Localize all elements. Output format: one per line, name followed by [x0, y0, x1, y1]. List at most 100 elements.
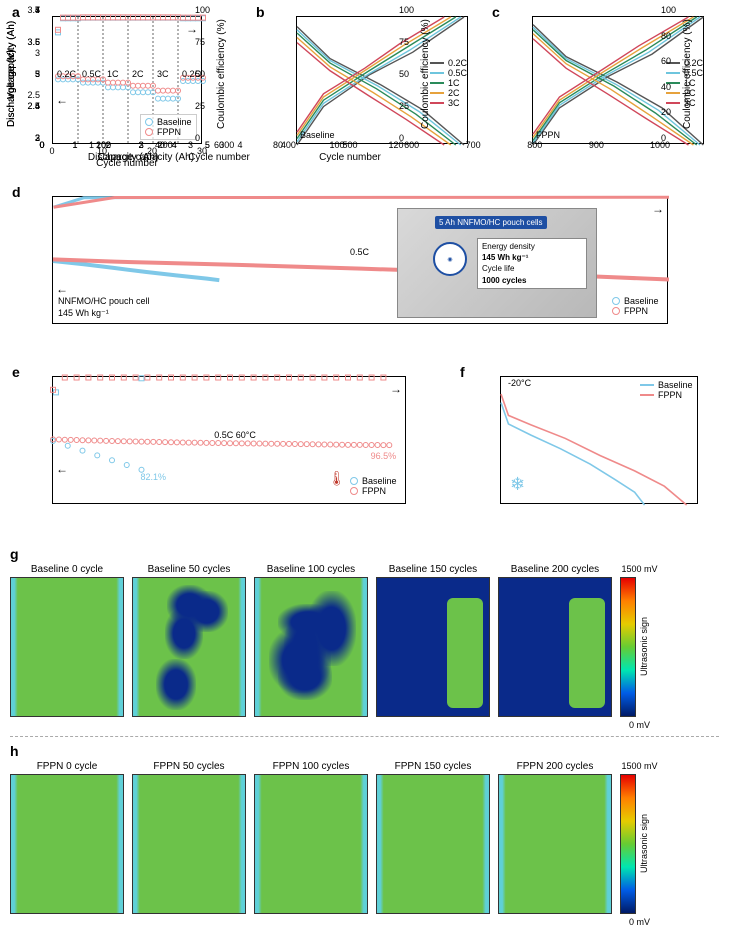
arrow-right-icon: →: [652, 202, 664, 216]
legend-label: 0.5C: [448, 68, 467, 78]
rate-label: 1C: [107, 69, 119, 79]
ultrasonic-title: Baseline 200 cycles: [498, 564, 612, 575]
marker: [116, 85, 121, 90]
marker: [257, 441, 262, 446]
marker: [239, 441, 244, 446]
marker: [363, 442, 368, 447]
marker: [156, 88, 161, 93]
marker: [146, 83, 151, 88]
marker: [111, 85, 116, 90]
legend-e: BaselineFPPN: [346, 474, 401, 498]
ytick: 100: [399, 5, 421, 15]
ultrasonic-cell: Baseline 0 cycle: [10, 564, 124, 717]
rate-label: 3C: [157, 69, 169, 79]
series-line: [54, 197, 669, 207]
marker: [133, 439, 138, 444]
panel-g-label: g: [10, 546, 19, 562]
marker: [375, 443, 380, 448]
ultrasonic-image: [498, 774, 612, 914]
marker: [98, 375, 103, 380]
xtick: 100: [329, 140, 345, 150]
ultrasonic-cell: FPPN 0 cycle: [10, 761, 124, 914]
marker: [116, 80, 121, 85]
marker: [136, 90, 141, 95]
series-line: [501, 394, 687, 505]
ytick: 4: [18, 101, 40, 111]
marker: [174, 440, 179, 445]
marker: [328, 442, 333, 447]
marker: [115, 439, 120, 444]
marker: [239, 375, 244, 380]
legend-label: 3C: [448, 98, 460, 108]
legend: 0.2C0.5C1C2C3C: [426, 56, 471, 110]
marker: [340, 442, 345, 447]
marker: [310, 375, 315, 380]
ultrasonic-cell: FPPN 150 cycles: [376, 761, 490, 914]
life-label: Cycle life: [482, 263, 582, 274]
ultrasonic-image: [132, 774, 246, 914]
marker: [192, 375, 197, 380]
marker: [110, 439, 115, 444]
y-axis-label: Voltage (V): [6, 10, 17, 138]
ultrasonic-row-h: FPPN 0 cycle FPPN 50 cycles FPPN 100 cycle…: [10, 761, 712, 927]
marker: [121, 375, 126, 380]
panel-b: b Baseline0.2C0.5C1C2C3C: [254, 6, 482, 176]
marker: [192, 440, 197, 445]
marker: [228, 441, 233, 446]
marker: [62, 375, 67, 380]
ytick: 80: [661, 31, 683, 41]
ultrasonic-title: FPPN 50 cycles: [132, 761, 246, 772]
figure-root: a 0.2C0.5C1C2C3C0.2C←→0102030Cycle numbe…: [0, 0, 729, 947]
ytick: 50: [399, 69, 421, 79]
marker: [110, 375, 115, 380]
ultrasonic-title: FPPN 100 cycles: [254, 761, 368, 772]
xtick: 80: [270, 140, 286, 150]
panel-h: h FPPN 0 cycleFPPN 50 cyclesFPPN 100 cyc…: [10, 743, 712, 927]
colorbar-min: 0 mV: [629, 720, 650, 730]
marker: [145, 375, 150, 380]
legend-d: BaselineFPPN: [608, 294, 663, 318]
ytick: 3: [18, 48, 40, 58]
marker: [166, 88, 171, 93]
ed-value: 145 Wh kg⁻¹: [482, 253, 528, 262]
ytick: 25: [399, 101, 421, 111]
marker: [171, 88, 176, 93]
legend-label: FPPN: [157, 127, 181, 137]
marker: [56, 437, 61, 442]
ytick: 5: [18, 69, 40, 79]
legend-label: 0.2C: [448, 58, 467, 68]
pouch-title: 5 Ah NNFMO/HC pouch cells: [435, 216, 547, 229]
pouch-info: Energy density145 Wh kg⁻¹Cycle life1000 …: [477, 238, 587, 289]
xtick: 40: [152, 140, 168, 150]
marker: [157, 440, 162, 445]
marker: [292, 441, 297, 446]
marker: [166, 96, 171, 101]
marker: [298, 375, 303, 380]
colorbar-wrap: 1500 mVUltrasonic sign0 mV: [620, 564, 659, 730]
marker: [263, 375, 268, 380]
marker: [145, 439, 150, 444]
divider: [10, 736, 719, 737]
marker: [204, 375, 209, 380]
marker: [346, 442, 351, 447]
marker: [387, 443, 392, 448]
marker: [180, 375, 185, 380]
marker: [216, 441, 221, 446]
marker: [287, 375, 292, 380]
marker: [281, 441, 286, 446]
ultrasonic-title: Baseline 50 cycles: [132, 564, 246, 575]
marker: [310, 442, 315, 447]
marker: [346, 375, 351, 380]
marker: [131, 90, 136, 95]
marker: [204, 440, 209, 445]
marker: [161, 96, 166, 101]
panel-d-label: d: [12, 184, 21, 200]
inset-label: Baseline: [300, 130, 335, 140]
marker: [141, 83, 146, 88]
marker: [210, 440, 215, 445]
marker: [106, 85, 111, 90]
ultrasonic-image: [254, 577, 368, 717]
annot-cell: NNFMO/HC pouch cell: [58, 296, 150, 306]
xtick: 4: [232, 140, 248, 150]
colorbar-max: 1500 mV: [621, 761, 657, 771]
